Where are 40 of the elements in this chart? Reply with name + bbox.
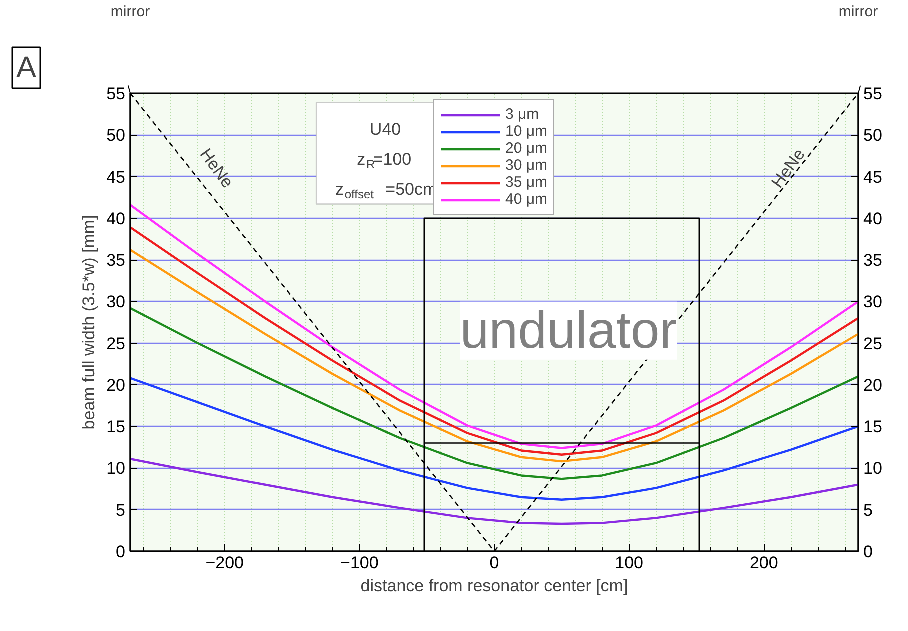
legend-label: 3 μm (506, 106, 540, 123)
y2-tick-label: 30 (864, 292, 882, 312)
legend-label: 30 μm (506, 157, 548, 174)
text: A (16, 52, 37, 84)
y2-tick-label: 25 (864, 334, 882, 354)
legend-label: 35 μm (506, 174, 548, 191)
y-tick-label: 5 (116, 500, 126, 520)
y-tick-label: 40 (106, 209, 126, 228)
y2-tick-label: 20 (864, 376, 882, 395)
y-tick-label: 50 (106, 126, 126, 146)
legend-label: 10 μm (506, 123, 548, 140)
y2-tick-label: 50 (864, 126, 882, 146)
y2-tick-label: 35 (864, 251, 882, 270)
legend-label: 20 μm (506, 140, 548, 157)
y-tick-label: 15 (106, 418, 126, 437)
y2-tick-label: 15 (864, 418, 882, 437)
y2-tick-label: 10 (864, 459, 882, 478)
y-tick-label: 20 (106, 376, 126, 395)
y2-tick-label: 5 (864, 500, 873, 520)
annotation: U40 (370, 120, 402, 139)
x-tick-label: 200 (750, 554, 778, 572)
legend-label: 40 μm (506, 191, 548, 208)
y-tick-label: 10 (106, 459, 126, 478)
y2-tick-label: 55 (864, 84, 882, 104)
y2-tick-label: 45 (864, 168, 882, 187)
x-tick-label: −200 (206, 554, 244, 572)
x-tick-label: −100 (340, 554, 379, 572)
y2-tick-label: 40 (864, 209, 882, 228)
y-tick-label: 35 (106, 251, 126, 270)
x-tick-label: 100 (615, 554, 644, 572)
x-tick-label: 0 (490, 554, 500, 572)
text: mirror (110, 4, 150, 20)
annotation: undulator (460, 302, 678, 360)
y-tick-label: 30 (106, 292, 126, 312)
y-axis-title: beam full width (3.5*w) [mm] (80, 215, 99, 430)
text: mirror (838, 4, 878, 20)
y-tick-label: 45 (106, 168, 126, 187)
x-axis-title: distance from resonator center [cm] (360, 576, 628, 596)
y-tick-label: 25 (106, 334, 126, 354)
y-tick-label: 55 (106, 84, 126, 104)
